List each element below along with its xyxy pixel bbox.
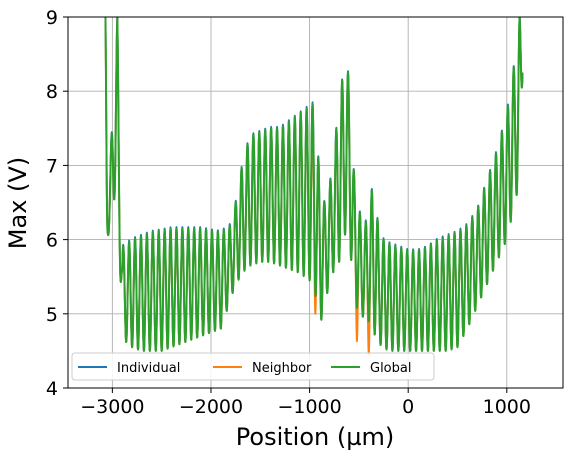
plot-frame [67,16,564,389]
x-tick-label: −3000 [80,396,144,418]
legend-label-neighbor: Neighbor [252,361,312,376]
x-tick-label: −2000 [179,396,243,418]
legend-box [71,352,435,381]
y-tick-label: 9 [46,7,58,29]
y-tick-label: 8 [46,81,58,103]
series-layer [104,17,524,356]
x-tick-label: 0 [402,396,414,418]
y-tick-label: 4 [46,378,58,400]
y-tick-label: 7 [46,155,58,177]
series-line-global [104,17,524,352]
y-tick-label: 6 [46,230,58,252]
x-tick-label: −1000 [277,396,341,418]
x-tick-label: 1000 [483,396,531,418]
x-axis-label: Position (µm) [236,423,394,451]
ticks: −3000 −2000 −1000 0 1000 4 5 6 7 8 9 [46,7,531,418]
legend-label-global: Global [370,361,411,376]
y-tick-label: 5 [46,304,58,326]
legend: Individual Neighbor Global [71,352,435,381]
legend-label-individual: Individual [117,361,180,376]
y-axis-label: Max (V) [4,157,32,249]
